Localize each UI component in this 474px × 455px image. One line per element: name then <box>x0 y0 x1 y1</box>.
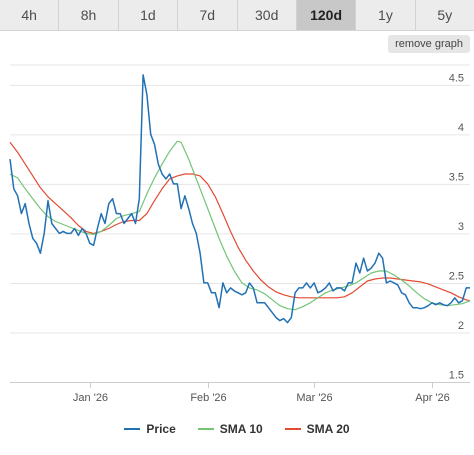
grid-lines <box>10 64 470 383</box>
y-tick-label: 4.5 <box>449 72 464 84</box>
timeframe-tabs: 4h 8h 1d 7d 30d 120d 1y 5y <box>0 0 474 31</box>
legend-item-sma-10[interactable]: SMA 10 <box>197 420 263 438</box>
x-tick-label: Jan '26 <box>73 392 108 404</box>
x-tick-label: Apr '26 <box>415 392 450 404</box>
series-lines <box>9 74 471 324</box>
legend-label-sma-20: SMA 20 <box>306 422 350 436</box>
x-tick-label: Feb '26 <box>190 392 226 404</box>
x-axis-ticks: Jan '26 Feb '26 Mar '26 Apr '26 <box>73 382 450 404</box>
legend-item-sma-20[interactable]: SMA 20 <box>284 420 350 438</box>
remove-graph-button[interactable]: remove graph <box>388 35 470 53</box>
tab-1y[interactable]: 1y <box>356 0 416 30</box>
legend-swatch-sma-20 <box>284 428 301 430</box>
y-axis-ticks: 1.5 2 2.5 3 3.5 4 4.5 <box>449 72 464 381</box>
x-tick-label: Mar '26 <box>296 392 332 404</box>
tab-7d[interactable]: 7d <box>178 0 238 30</box>
tab-8h[interactable]: 8h <box>59 0 119 30</box>
y-tick-label: 1.5 <box>449 370 464 382</box>
tab-5y[interactable]: 5y <box>415 0 474 30</box>
legend-swatch-sma-10 <box>197 428 214 430</box>
legend-label-sma-10: SMA 10 <box>219 422 263 436</box>
series-line-sma-20 <box>9 141 471 302</box>
series-line-sma-10 <box>9 140 471 311</box>
y-tick-label: 4 <box>458 122 464 134</box>
legend: Price SMA 10 SMA 20 <box>0 420 474 438</box>
y-tick-label: 2.5 <box>449 270 464 282</box>
y-tick-label: 3.5 <box>449 171 464 183</box>
legend-item-price[interactable]: Price <box>124 420 176 438</box>
y-tick-label: 2 <box>458 320 464 332</box>
legend-label-price: Price <box>146 422 176 436</box>
y-tick-label: 3 <box>458 221 464 233</box>
tab-4h[interactable]: 4h <box>0 0 60 30</box>
legend-swatch-price <box>124 428 141 430</box>
series-line-price <box>9 74 470 324</box>
tab-1d[interactable]: 1d <box>118 0 179 30</box>
tab-30d[interactable]: 30d <box>237 0 297 30</box>
tab-120d[interactable]: 120d <box>296 0 357 30</box>
